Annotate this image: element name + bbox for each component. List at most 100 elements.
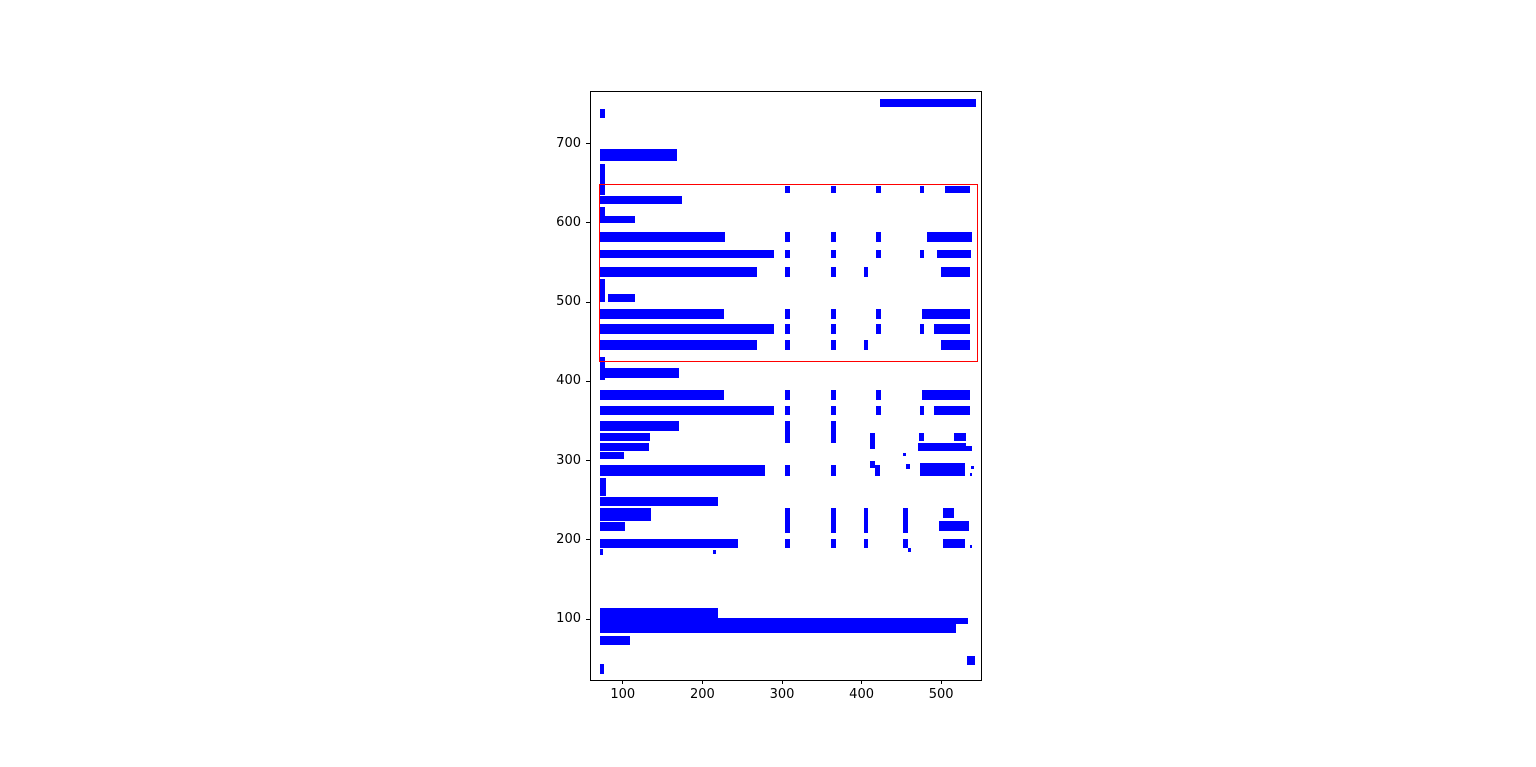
word-box [919,249,924,259]
y-tick-label: 600 [556,214,581,230]
word-box [600,635,630,645]
word-box [600,508,651,522]
word-box [969,545,973,549]
word-box [919,323,924,334]
word-box [785,249,791,259]
word-box [785,308,791,319]
word-box [902,452,907,457]
word-box [600,323,775,334]
word-box [943,508,954,518]
word-box [600,148,677,161]
word-box [917,442,966,452]
word-box [831,231,836,242]
word-box [831,266,836,277]
y-tick-mark [586,380,590,382]
word-box [869,432,875,450]
x-tick-mark [861,680,863,684]
word-box [919,432,925,442]
word-box [831,186,836,194]
word-box [600,608,719,618]
word-box [600,108,605,118]
word-box [600,389,725,400]
word-box [785,340,791,350]
word-box [600,308,725,319]
word-box [831,421,836,443]
word-box [831,323,836,334]
word-box [919,186,924,194]
y-tick-mark [586,301,590,303]
word-box [903,508,909,533]
x-tick-label: 300 [769,687,795,702]
word-box [600,231,725,242]
word-box [831,508,836,533]
word-box [785,421,791,443]
x-tick-mark [622,680,624,684]
word-box [863,538,869,549]
word-box [875,249,881,259]
word-box [600,367,680,378]
word-box [600,522,625,532]
word-box [934,406,970,416]
word-box [965,446,973,452]
plot-area: 100 200 300 400 500 100 200 300 400 500 600 700 [556,91,982,702]
word-box [607,293,635,302]
y-tick-label: 300 [556,452,581,468]
word-box [831,340,836,350]
word-box [944,186,971,194]
word-box [937,249,971,259]
word-box [600,180,605,195]
word-box [600,163,605,183]
x-tick-mark [701,680,703,684]
word-box [600,206,605,224]
word-box [600,406,775,416]
word-box [943,538,966,549]
word-box [875,231,881,242]
word-box [908,548,912,552]
word-box [863,340,869,350]
word-box [785,323,791,334]
x-tick-label: 200 [689,687,715,702]
x-tick-label: 400 [849,687,874,702]
y-tick-label: 500 [556,294,581,309]
word-box [785,389,791,400]
x-tick-mark [940,680,942,684]
word-box [785,266,791,277]
word-box [970,466,974,470]
y-tick-mark [586,143,590,144]
word-box [600,452,624,460]
word-box [600,663,605,674]
word-box [906,463,911,470]
word-box [863,508,869,533]
y-tick-mark [586,222,590,224]
word-box [869,461,875,468]
word-box [785,231,791,242]
word-box [903,538,909,549]
word-box [600,478,606,497]
word-box [600,249,775,259]
y-tick-label: 200 [556,531,581,547]
highlight-rectangle [599,184,978,363]
word-box [874,464,880,477]
word-box [600,624,956,634]
x-tick-mark [781,680,783,684]
word-box [600,278,605,302]
y-tick-label: 100 [556,611,581,626]
word-box [785,508,791,533]
word-box [875,186,881,194]
word-box [600,538,738,549]
word-box [600,340,758,350]
word-box [875,308,881,319]
word-box [879,99,976,108]
word-box [831,249,836,259]
word-box [831,406,836,416]
word-box [831,464,836,477]
y-tick-mark [586,618,590,620]
y-tick-mark [586,539,590,541]
word-box [600,196,682,204]
word-box [600,618,969,624]
word-box [600,464,765,477]
word-box [954,432,966,442]
word-box [875,389,881,400]
word-box [926,231,973,242]
word-box [875,406,881,416]
